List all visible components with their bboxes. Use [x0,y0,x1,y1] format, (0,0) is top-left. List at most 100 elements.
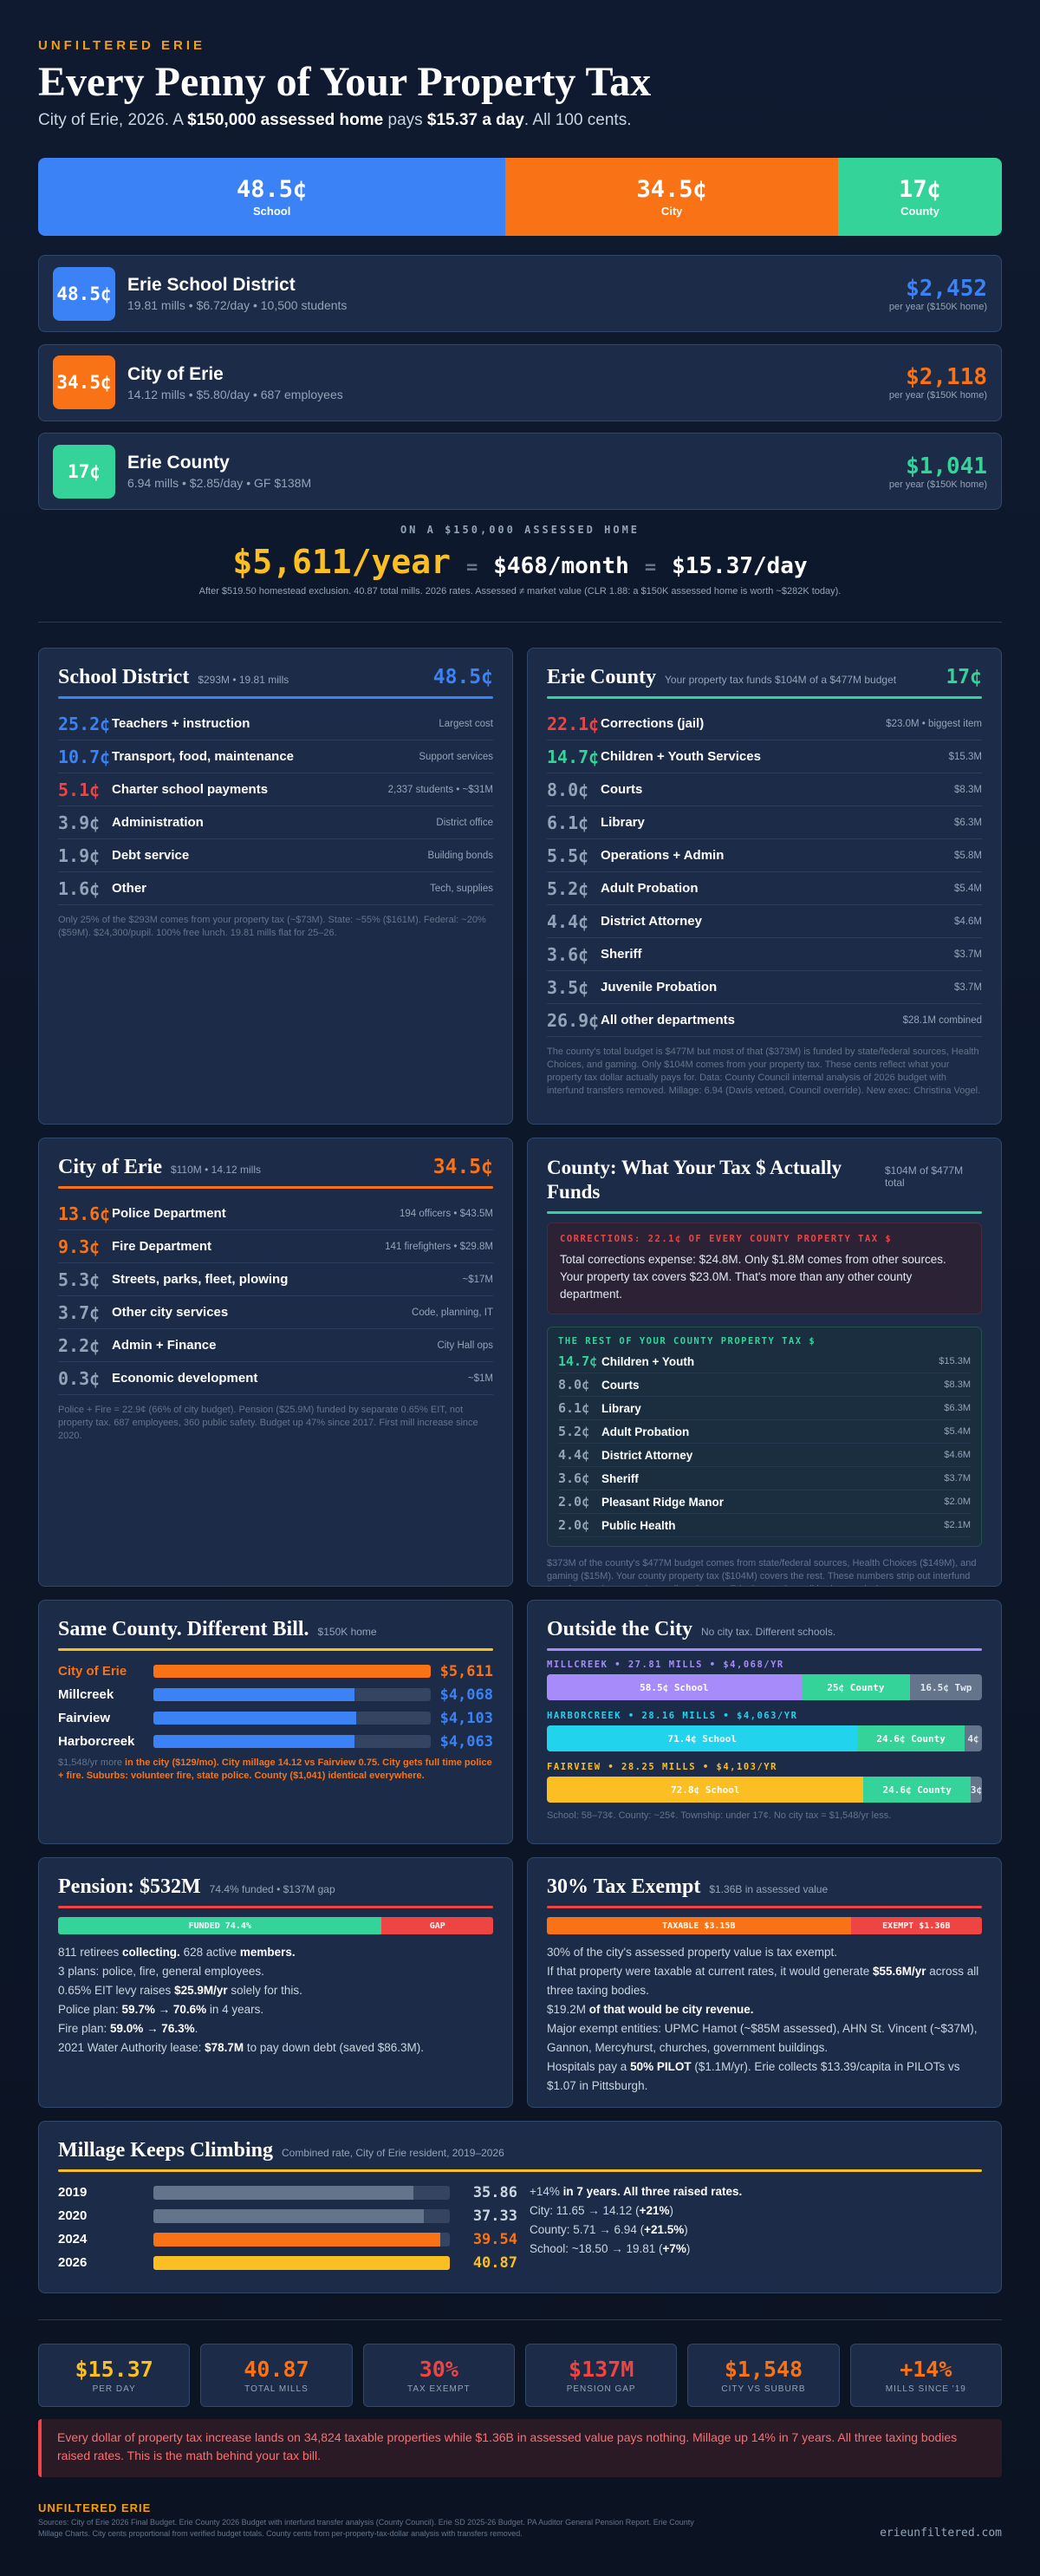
note-line: School: ~18.50 → 19.81 (+7%) [530,2240,742,2259]
panel: School District $293M • 19.81 mills 48.5¢ 2… [38,648,513,1125]
box-kicker: CORRECTIONS: 22.1¢ OF EVERY COUNTY PROPE… [560,1234,893,1244]
footer-left: UNFILTERED ERIE Sources: City of Erie 202… [38,2501,714,2540]
millage-track [153,2208,450,2223]
stat-value: $15.37 [75,2357,153,2382]
text: 30% of the city's assessed property valu… [547,1946,837,1959]
year: 2026 [58,2255,88,2270]
group-segment: 58.5¢ School [547,1674,802,1700]
item-name: Courts [601,782,643,797]
bill-track [153,1712,431,1725]
item-name: Teachers + instruction [112,716,250,731]
district-info: Erie County 6.94 mills • $2.85/day • GF $… [127,453,311,490]
bar-segment: FUNDED 74.4% [58,1917,382,1934]
text: ) [686,2242,691,2255]
footnote: $373M of the county's $477M budget comes… [547,1558,977,1586]
group-segment: 24.6¢ County [857,1725,965,1751]
stat-value: $1,548 [724,2357,803,2382]
stat-value: 30% [419,2357,458,2382]
item-note: $3.7M [954,981,982,993]
note-line: City: 11.65 → 14.12 (+21%) [530,2201,742,2221]
millage-row: 2019 35.86 [58,2181,517,2204]
badge: 48.5¢ [53,266,115,321]
group-bar: 72.8¢ School 24.6¢ County 3¢ [547,1777,982,1803]
emphasis: 59.7% → 70.6% [121,2003,207,2016]
bill-name: City of Erie [58,1664,127,1679]
cents-row: 3.6¢ Sheriff $3.7M [547,938,982,971]
annual-note: After $519.50 homestead exclusion. 40.87… [198,586,842,597]
cents: 1.6¢ [58,877,101,899]
cents-row: 5.1¢ Charter school payments 2,337 student… [58,773,493,806]
badge: 17¢ [53,444,115,499]
item-name: All other departments [601,1013,736,1027]
item-name: Pleasant Ridge Manor [601,1495,725,1509]
cents-row: 22.1¢ Corrections (jail) $23.0M • biggest … [547,708,982,740]
cents-row: 26.9¢ All other departments $28.1M combine… [547,1004,982,1037]
segment-label: 25¢ County [827,1681,885,1693]
bill-value: $5,611 [439,1662,493,1680]
stat-value: 40.87 [244,2357,309,2382]
cents: 3.5¢ [547,976,589,998]
text: $19.2M [547,2003,587,2016]
panel-title: Same County. Different Bill. [58,1618,309,1640]
group-segment: 16.5¢ Twp [910,1674,982,1700]
footer-site: erieunfiltered.com [880,2527,1002,2540]
section: 17¢ Erie County 6.94 mills • $2.85/day • G… [38,433,1002,510]
item-name: Debt service [112,848,190,863]
district-detail: 14.12 mills • $5.80/day • 687 employees [127,387,343,401]
note-line: +14% in 7 years. All three raised rates. [530,2182,742,2201]
text: If that property were taxable at current… [547,1965,873,1978]
district-note: per year ($150K home) [888,301,987,312]
footnote: Only 25% of the $293M comes from your pr… [58,915,486,938]
emphasis: members. [237,1946,296,1959]
section: 34.5¢ City of Erie 14.12 mills • $5.80/day… [38,343,1002,421]
item-note: $5.4M [954,883,982,894]
text-line: Major exempt entities: UPMC Hamot (~$85M… [547,2019,982,2058]
segment-label: GAP [429,1921,445,1931]
district-amount-box: $1,041 per year ($150K home) [889,453,987,490]
year: 2019 [58,2185,88,2200]
cents: 0.3¢ [58,1367,101,1389]
cents-row: 3.5¢ Juvenile Probation $3.7M [547,971,982,1004]
panel-header: County: What Your Tax $ Actually Funds $1… [547,1156,982,1211]
text: ) [684,2223,688,2236]
rest-row: 6.1¢ Library $6.3M [558,1397,971,1420]
cents: 8.0¢ [547,779,589,800]
emphasis: $15.37 a day [426,111,524,129]
panel-subtitle: 74.4% funded • $137M gap [209,1883,335,1895]
panel: Erie County Your property tax funds $104M… [527,648,1002,1125]
stat-label: MILLS SINCE '19 [885,2384,966,2394]
item-note: City Hall ops [437,1340,493,1351]
millage-value: 37.33 [472,2207,517,2225]
split-bar: FUNDED 74.4% GAP [58,1917,493,1934]
district-name: Erie School District [127,275,296,295]
stat-value: $137M [569,2357,634,2382]
split-name: School [252,205,291,218]
group-segment: 71.4¢ School [547,1725,858,1751]
text: 2021 Water Authority lease: [58,2041,205,2054]
millage-row: 2020 37.33 [58,2204,517,2227]
annual-day: $15.37/day [672,553,808,579]
emphasis: $150,000 assessed home [187,111,384,129]
box-kicker: THE REST OF YOUR COUNTY PROPERTY TAX $ [558,1336,816,1347]
item-amount: $2.1M [944,1520,971,1530]
annual-year: $5,611/year [232,543,452,581]
bar-segment: EXEMPT $1.36B [850,1917,982,1934]
cents: 13.6¢ [58,1203,111,1224]
item-note: Code, planning, IT [412,1307,493,1318]
item-name: Children + Youth Services [601,749,761,764]
annual-month: $468/month [493,553,629,579]
emphasis: in 7 years. All three raised rates. [559,2185,743,2198]
cents-row: 9.3¢ Fire Department 141 firefighters • $2… [58,1230,493,1263]
millage-bar [153,2185,414,2200]
text-line: Hospitals pay a 50% PILOT ($1.1M/yr). Er… [547,2058,982,2096]
item-note: 2,337 students • ~$31M [387,784,493,795]
text: School: ~18.50 → 19.81 ( [530,2242,663,2255]
emphasis: $25.9M/yr [174,1984,228,1997]
section: 48.5¢ School 34.5¢ City 17¢ County [38,158,1002,236]
district-name: City of Erie [127,363,224,384]
panel-rule [58,1186,493,1189]
bill-row: Fairview $4,103 [58,1706,493,1730]
segment-label: 16.5¢ Twp [920,1681,972,1693]
cents: 5.1¢ [58,779,101,800]
split-label: 34.5¢ [636,176,707,203]
